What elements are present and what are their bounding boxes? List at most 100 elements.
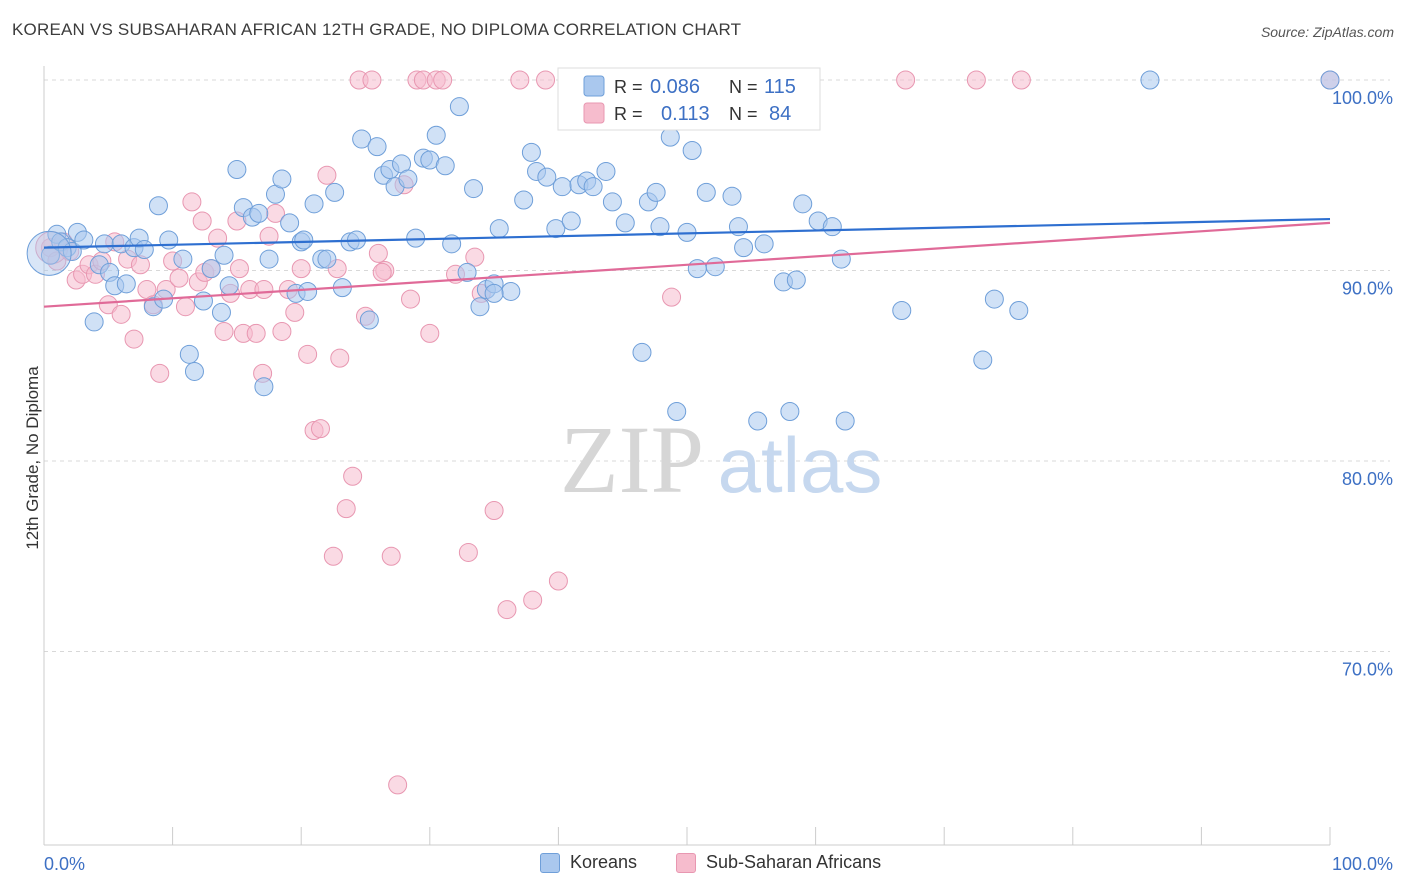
x-tick-label-0: 0.0%: [44, 854, 85, 874]
korean-point-26: [211, 302, 231, 322]
african-point-17: [150, 363, 170, 383]
bottom-legend-koreans: Koreans: [540, 852, 637, 873]
korean-point-55: [406, 228, 426, 248]
african-point-21: [175, 297, 195, 317]
korean-point-40: [304, 194, 324, 214]
african-point-63: [458, 542, 478, 562]
y-tick-label-0: 70.0%: [1342, 660, 1393, 680]
korean-point-32: [254, 377, 274, 397]
korean-point-72: [537, 167, 557, 187]
korean-point-108: [984, 289, 1004, 309]
african-point-76: [1011, 70, 1031, 90]
korean-point-91: [696, 182, 716, 202]
bottom-legend-label-koreans: Koreans: [570, 852, 638, 872]
african-point-80: [254, 280, 274, 300]
african-point-22: [182, 192, 202, 212]
x-tick-label-1: 100.0%: [1332, 854, 1393, 874]
korean-point-63: [464, 179, 484, 199]
african-point-38: [285, 302, 305, 322]
korean-point-99: [780, 401, 800, 421]
korean-point-95: [734, 238, 754, 258]
korean-point-74: [552, 177, 572, 197]
korean-point-75: [561, 211, 581, 231]
bottom-legend-africans: Sub-Saharan Africans: [676, 852, 881, 873]
korean-point-89: [682, 140, 702, 160]
korean-point-18: [148, 196, 168, 216]
korean-point-36: [280, 213, 300, 233]
african-point-61: [433, 70, 453, 90]
y-tick-label-3: 100.0%: [1332, 88, 1393, 108]
korean-point-85: [650, 217, 670, 237]
african-point-39: [291, 259, 311, 279]
korean-point-58: [426, 125, 446, 145]
african-point-11: [111, 304, 131, 324]
y-axis-label: 12th Grade, No Diploma: [23, 366, 42, 550]
korean-point-92: [705, 257, 725, 277]
korean-point-28: [227, 160, 247, 180]
korean-point-48: [359, 310, 379, 330]
korean-point-39: [298, 281, 318, 301]
african-point-50: [362, 70, 382, 90]
bottom-legend-label-africans: Sub-Saharan Africans: [706, 852, 882, 872]
korean-point-21: [173, 249, 193, 269]
korean-point-9: [94, 234, 114, 254]
african-point-46: [336, 499, 356, 519]
korean-point-6: [74, 230, 94, 250]
korean-point-81: [615, 213, 635, 233]
korean-point-86: [660, 127, 680, 147]
korean-point-43: [325, 182, 345, 202]
african-trend-line: [43, 221, 1331, 308]
korean-point-68: [501, 281, 521, 301]
korean-point-109: [1009, 301, 1029, 321]
african-point-70: [536, 70, 556, 90]
african-point-43: [317, 165, 337, 185]
korean-point-47: [352, 129, 372, 149]
y-tick-labels: 70.0% 80.0% 90.0% 100.0%: [1332, 88, 1393, 680]
african-point-71: [548, 571, 568, 591]
korean-point-107: [973, 350, 993, 370]
korean-point-101: [793, 194, 813, 214]
chart-title: KOREAN VS SUBSAHARAN AFRICAN 12TH GRADE,…: [12, 20, 742, 39]
watermark-atlas: atlas: [718, 421, 883, 509]
korean-point-84: [646, 182, 666, 202]
legend-n-label-koreans: N =: [729, 77, 758, 97]
korean-point-13: [116, 274, 136, 294]
african-point-74: [896, 70, 916, 90]
korean-point-73: [546, 219, 566, 239]
african-point-27: [214, 321, 234, 341]
korean-point-110: [1140, 70, 1160, 90]
african-point-45: [330, 348, 350, 368]
korean-point-113: [214, 245, 234, 265]
trend-lines: [43, 217, 1331, 308]
african-point-54: [388, 775, 408, 795]
african-point-56: [401, 289, 421, 309]
korean-point-112: [294, 230, 314, 250]
african-point-32: [246, 323, 266, 343]
african-point-66: [484, 501, 504, 521]
korean-point-64: [470, 297, 490, 317]
korean-point-22: [179, 344, 199, 364]
african-point-13: [124, 329, 144, 349]
african-point-36: [272, 321, 292, 341]
axes: [43, 66, 1331, 846]
korean-point-25: [201, 259, 221, 279]
african-point-79: [192, 211, 212, 231]
korean-point-0: [40, 245, 60, 265]
african-point-53: [381, 546, 401, 566]
korean-point-69: [514, 190, 534, 210]
african-point-59: [420, 323, 440, 343]
african-point-75: [966, 70, 986, 90]
legend-r-label-koreans: R =: [614, 77, 643, 97]
korean-point-80: [602, 192, 622, 212]
legend-n-label-africans: N =: [729, 104, 758, 124]
korean-point-93: [722, 186, 742, 206]
korean-point-67: [489, 219, 509, 239]
korean-point-114: [484, 283, 504, 303]
bottom-legend: Koreans Sub-Saharan Africans: [0, 852, 1406, 876]
korean-point-42: [317, 249, 337, 269]
african-point-44: [323, 546, 343, 566]
bottom-legend-swatch-koreans: [540, 852, 560, 873]
legend-n-value-koreans: 115: [764, 76, 796, 98]
korean-point-105: [835, 411, 855, 431]
chart-source: Source: ZipAtlas.com: [1260, 24, 1394, 40]
